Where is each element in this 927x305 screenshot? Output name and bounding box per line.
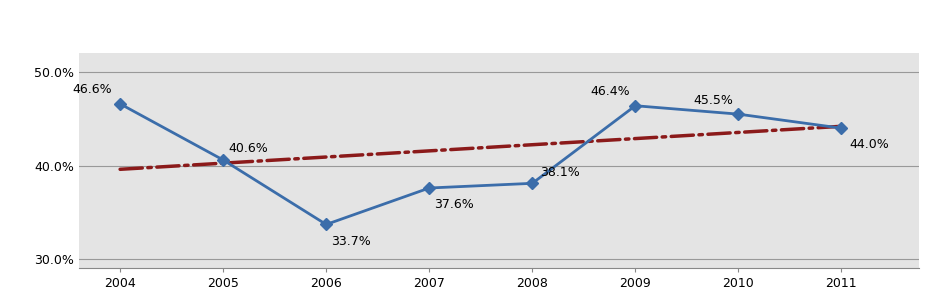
Text: 44.0%: 44.0% [849,138,888,152]
Text: Percentage share of total procurement volume of the top 10 countries to supply t: Percentage share of total procurement vo… [114,13,813,28]
Text: 33.7%: 33.7% [331,235,371,248]
Text: 40.6%: 40.6% [228,142,268,155]
Text: 46.4%: 46.4% [590,85,629,98]
Text: 46.6%: 46.6% [72,83,112,96]
Text: 37.6%: 37.6% [434,198,474,211]
Text: 38.1%: 38.1% [540,166,579,179]
Text: 45.5%: 45.5% [692,94,732,107]
